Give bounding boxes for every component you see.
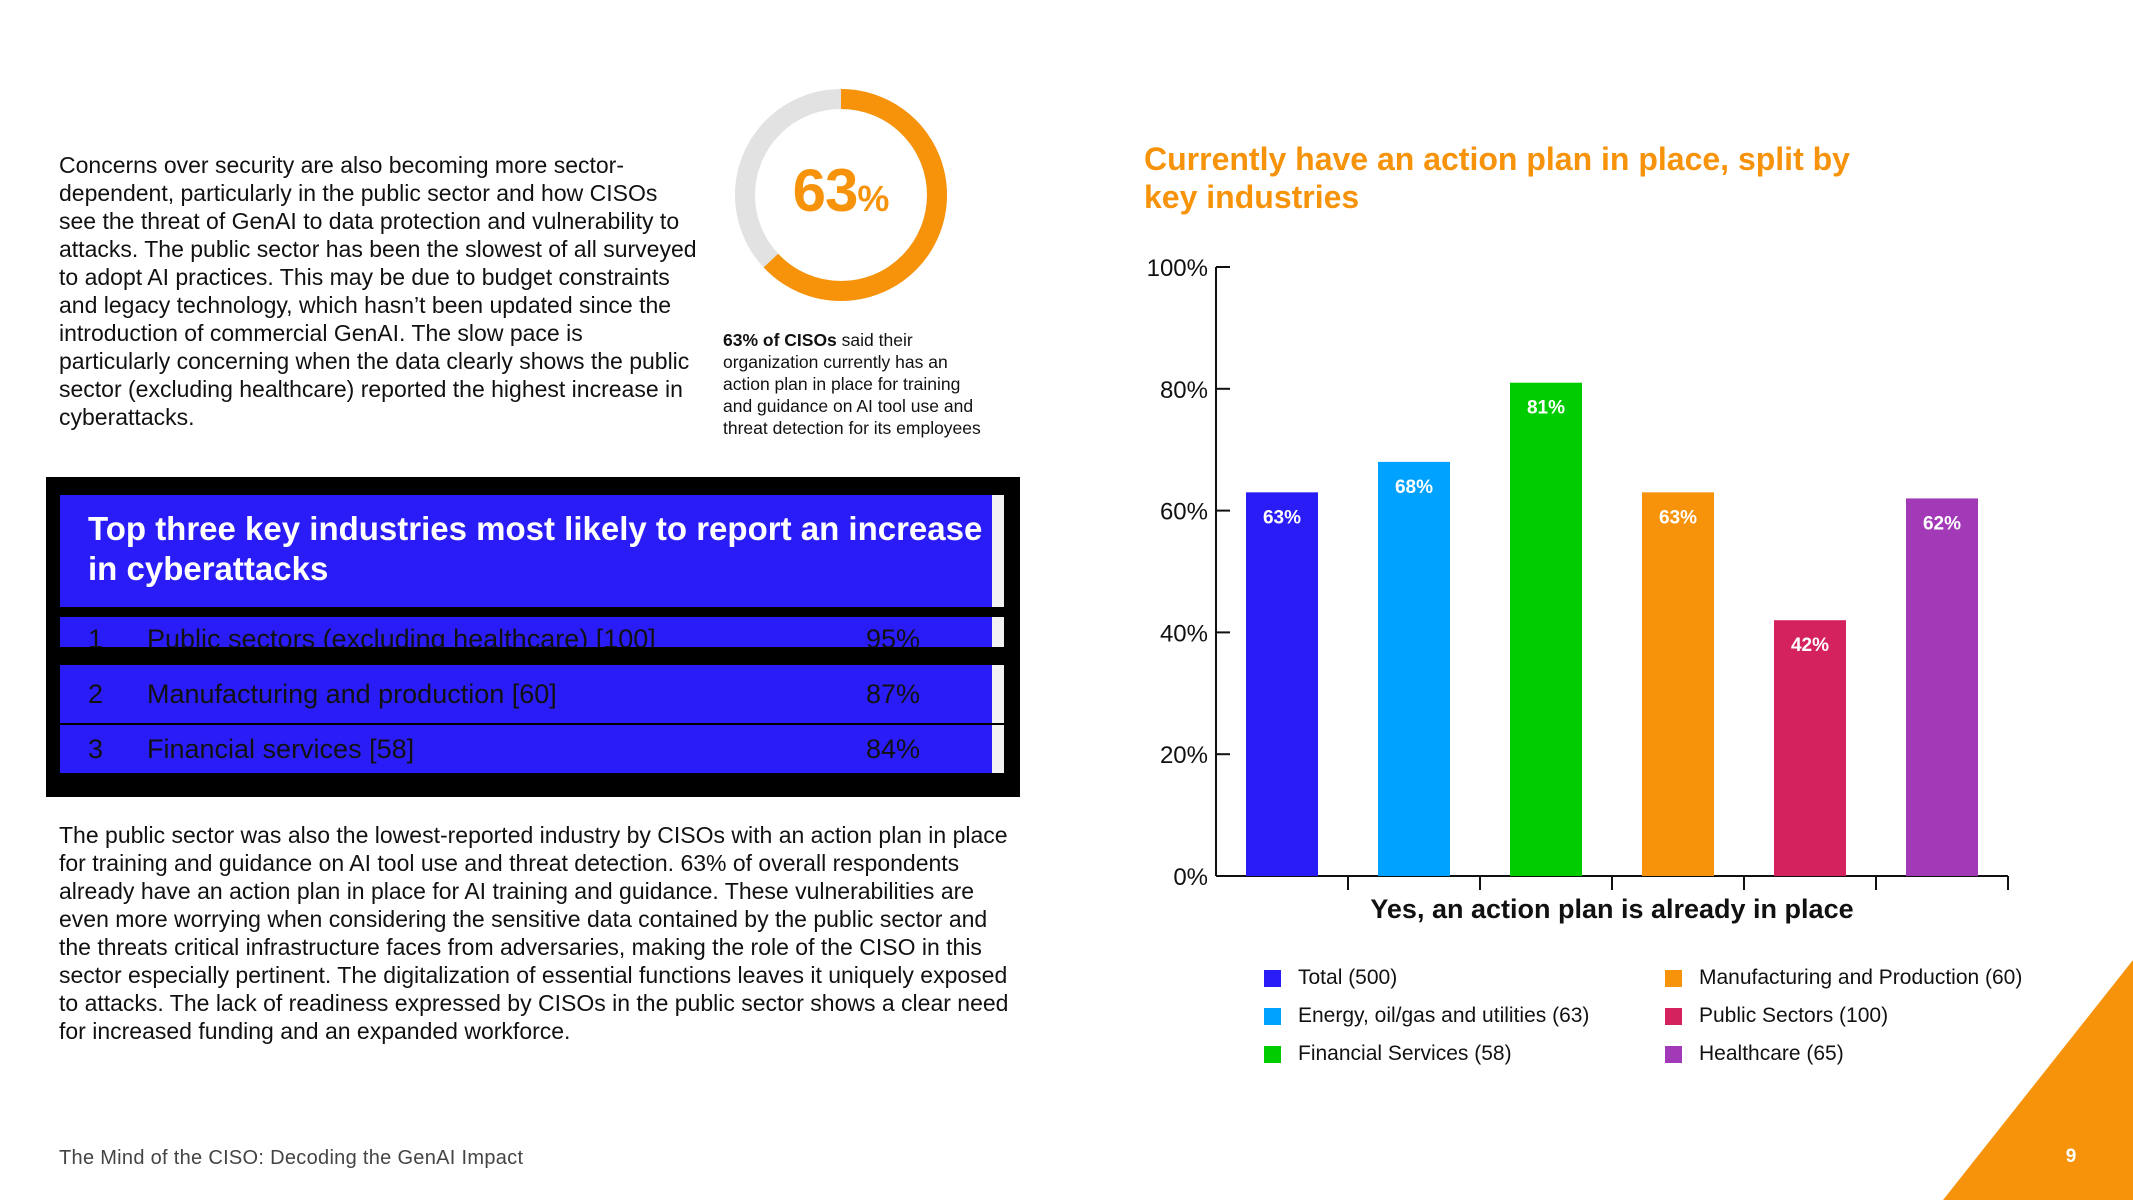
legend-label: Total (500) <box>1298 966 1398 989</box>
bar-value-label: 81% <box>1527 398 1565 419</box>
legend-swatch <box>1665 969 1682 987</box>
legend-item: Manufacturing and Production (60) <box>1665 966 2022 990</box>
bar-value-label: 42% <box>1791 635 1829 656</box>
legend-item: Public Sectors (100) <box>1665 1004 1888 1028</box>
legend-item: Healthcare (65) <box>1665 1042 1844 1066</box>
panel-edge <box>992 665 1004 723</box>
industry-name: Financial services [58] <box>147 734 415 764</box>
y-tick-label: 100% <box>1147 255 1208 282</box>
donut-arc <box>735 89 947 301</box>
bar <box>1510 382 1582 876</box>
legend-item: Total (500) <box>1264 966 1397 990</box>
legend-label: Manufacturing and Production (60) <box>1699 966 2023 989</box>
top-industries-panel: Top three key industries most likely to … <box>46 477 1020 797</box>
industry-rank: 3 <box>88 734 104 764</box>
bar <box>1246 492 1318 876</box>
bar-value-label: 63% <box>1659 507 1697 528</box>
legend-swatch <box>1264 1045 1281 1063</box>
panel-edge <box>992 725 1004 773</box>
bar <box>1642 492 1714 876</box>
legend-item: Financial Services (58) <box>1264 1042 1512 1066</box>
industry-name: Manufacturing and production [60] <box>147 679 557 709</box>
panel-edge <box>992 617 1004 647</box>
chart-title: Currently have an action plan in place, … <box>1144 141 1850 215</box>
panel-edge <box>992 495 1004 607</box>
legend-swatch <box>1264 1007 1281 1025</box>
industry-row: 2 Manufacturing and production [60] 87% <box>60 665 992 723</box>
bar-chart: 0% 20% 40% 60% 80% 100% 63% 68% 81% 63% 42% 62% Yes,… <box>1147 255 2009 924</box>
legend-label: Public Sectors (100) <box>1699 1004 1889 1027</box>
page-number: 9 <box>2065 1146 2077 1167</box>
legend-label: Energy, oil/gas and utilities (63) <box>1298 1004 1590 1027</box>
corner-triangle <box>1943 960 2133 1200</box>
y-tick-label: 40% <box>1160 620 1208 647</box>
bar <box>1906 498 1978 876</box>
industry-rank: 2 <box>88 679 104 709</box>
top-industries-title: Top three key industries most likely to … <box>60 495 992 607</box>
industry-percent: 87% <box>866 679 921 709</box>
industry-percent: 95% <box>866 624 921 647</box>
bar-value-label: 63% <box>1263 507 1301 528</box>
bar <box>1774 620 1846 876</box>
legend-label: Healthcare (65) <box>1699 1042 1844 1065</box>
body-paragraph: The public sector was also the lowest-re… <box>59 822 1009 1044</box>
bar-value-label: 62% <box>1923 513 1961 534</box>
legend-swatch <box>1264 969 1281 987</box>
stat-donut: 63% <box>732 86 950 304</box>
y-tick-label: 60% <box>1160 499 1208 526</box>
industry-percent: 84% <box>866 734 921 764</box>
legend-swatch <box>1665 1007 1682 1025</box>
industry-row: 1 Public sectors (excluding healthcare) … <box>60 617 992 647</box>
footer-doc-title: The Mind of the CISO: Decoding the GenAI… <box>59 1147 524 1169</box>
y-tick-label: 20% <box>1160 742 1208 769</box>
donut-ring <box>735 89 947 301</box>
industry-rank: 1 <box>88 624 104 647</box>
stat-note: 63% of CISOs said their organization cur… <box>723 329 983 439</box>
legend-swatch <box>1665 1045 1682 1063</box>
donut-value: 63 <box>792 157 859 224</box>
stat-note-rest: said their organization currently has an… <box>723 330 981 438</box>
bar-value-label: 68% <box>1395 477 1433 498</box>
donut-label: 63% <box>732 156 950 225</box>
stat-note-bold: 63% of CISOs <box>723 330 837 350</box>
industry-name: Public sectors (excluding healthcare) [1… <box>147 624 656 647</box>
legend-label: Financial Services (58) <box>1298 1042 1512 1065</box>
x-axis-title: Yes, an action plan is already in place <box>1370 894 1853 924</box>
legend-item: Energy, oil/gas and utilities (63) <box>1264 1004 1589 1028</box>
y-tick-label: 80% <box>1160 377 1208 404</box>
industry-row: 3 Financial services [58] 84% <box>60 725 992 773</box>
y-tick-label: 0% <box>1173 864 1208 891</box>
bar <box>1378 461 1450 876</box>
chart-legend: Total (500) Energy, oil/gas and utilities… <box>1264 966 2084 1086</box>
donut-unit: % <box>857 178 890 219</box>
intro-paragraph: Concerns over security are also becoming… <box>59 152 697 430</box>
